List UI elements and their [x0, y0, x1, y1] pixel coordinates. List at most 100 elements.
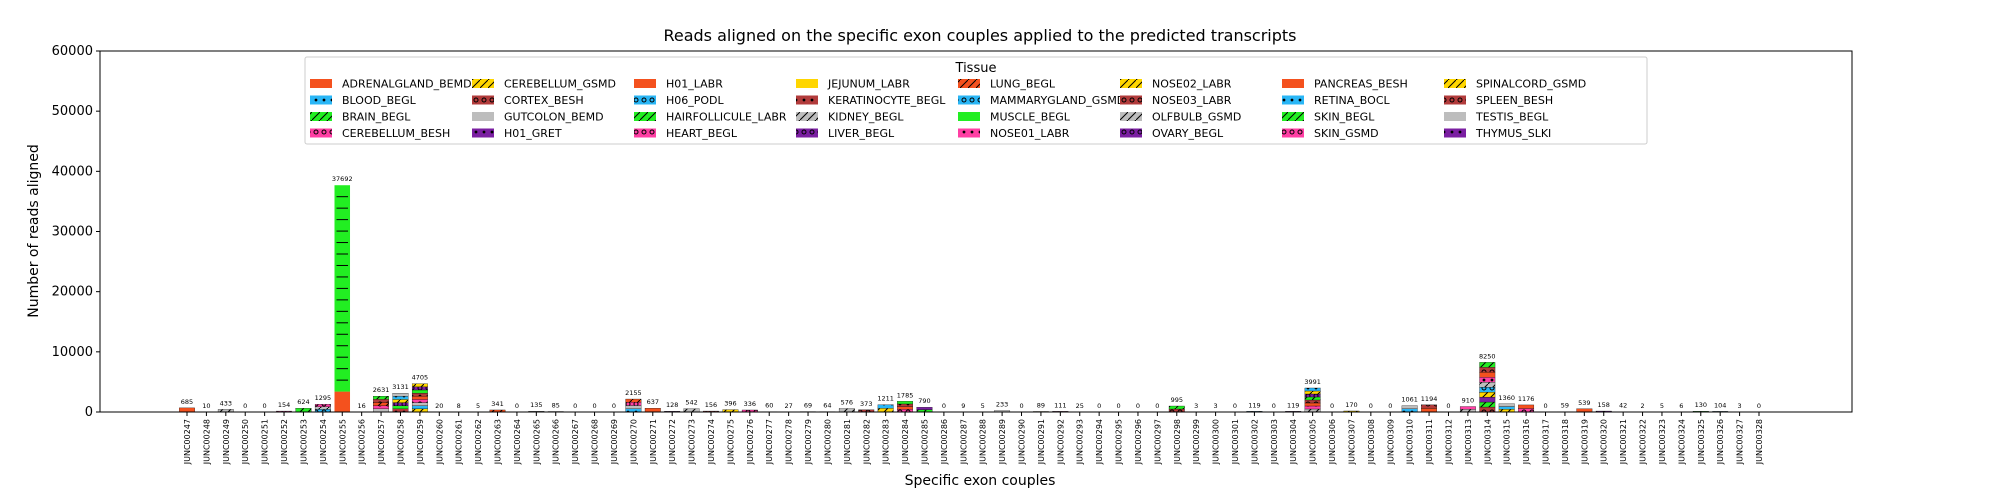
- x-tick-label: JUNC00280: [823, 419, 832, 465]
- bar-segment: [392, 405, 409, 410]
- x-tick-label: JUNC00262: [474, 419, 483, 465]
- x-tick-label: JUNC00284: [901, 419, 910, 465]
- bar-segment: [1421, 404, 1437, 409]
- bar-segment: [411, 396, 428, 400]
- bar-total-label: 20: [435, 402, 443, 410]
- legend-swatch: [958, 128, 980, 138]
- bar-total-label: 0: [1155, 402, 1159, 410]
- bar-segment: [838, 408, 855, 413]
- legend-entry: HAIRFOLLICULE_LABR: [634, 111, 787, 124]
- bar-total-label: 1785: [897, 391, 914, 399]
- bar-segment: [411, 402, 428, 406]
- legend-swatch: [1120, 112, 1142, 121]
- legend-entry: PANCREAS_BESH: [1282, 78, 1408, 91]
- bar-segment: [1498, 406, 1515, 410]
- legend-entry: OLFBULB_GSMD: [1120, 111, 1241, 124]
- bar-segment: [392, 396, 409, 400]
- bar-segment: [1479, 406, 1496, 413]
- bar-segment: [1304, 393, 1321, 398]
- legend-entry: CEREBELLUM_GSMD: [472, 78, 616, 91]
- bar-segment: [644, 408, 661, 413]
- bar-total-label: 576: [841, 399, 853, 407]
- bar-segment: [373, 396, 389, 400]
- legend-label: KERATINOCYTE_BEGL: [828, 94, 946, 107]
- x-tick-label: JUNC00275: [726, 419, 735, 465]
- bar-total-label: 0: [1116, 402, 1120, 410]
- bar-segment: [411, 383, 428, 387]
- bar-stack: [295, 408, 312, 413]
- x-tick-label: JUNC00277: [765, 419, 774, 465]
- legend-swatch: [796, 112, 818, 121]
- legend-entry: OVARY_BEGL: [1120, 127, 1224, 140]
- x-tick-label: JUNC00310: [1406, 419, 1415, 465]
- bar-stack: [1401, 405, 1418, 413]
- legend-swatch: [1282, 112, 1304, 121]
- x-tick-label: JUNC00282: [862, 419, 871, 465]
- legend-label: CORTEX_BESH: [504, 94, 584, 107]
- bar-stack: [1421, 404, 1437, 413]
- x-tick-label: JUNC00300: [1212, 419, 1221, 465]
- legend-label: H06_PODL: [666, 94, 725, 107]
- bar-segment: [373, 399, 389, 403]
- bar-total-label: 42: [1619, 402, 1627, 410]
- bar-segment: [916, 407, 933, 410]
- legend-swatch: [958, 79, 980, 88]
- bar-segment: [392, 402, 409, 406]
- bar-stack: [1518, 404, 1535, 413]
- bar-total-label: 0: [1097, 402, 1101, 410]
- x-tick-label: JUNC00304: [1289, 419, 1298, 465]
- legend-label: SPLEEN_BESH: [1476, 94, 1553, 107]
- x-tick-label: JUNC00264: [513, 419, 522, 465]
- legend-label: BLOOD_BEGL: [342, 94, 417, 107]
- x-tick-label: JUNC00254: [319, 419, 328, 465]
- x-tick-label: JUNC00327: [1736, 419, 1745, 465]
- bar-segment: [1479, 401, 1496, 408]
- bar-segment: [392, 399, 409, 403]
- bar-total-label: 16: [358, 402, 366, 410]
- x-tick-label: JUNC00273: [688, 419, 697, 465]
- bar-total-label: 8: [457, 402, 461, 410]
- x-tick-label: JUNC00259: [416, 419, 425, 465]
- bar-segment: [411, 392, 428, 397]
- x-tick-label: JUNC00251: [261, 419, 270, 465]
- legend-entry: NOSE03_LABR: [1120, 94, 1232, 107]
- legend-entry: MAMMARYGLAND_GSMD: [958, 94, 1125, 107]
- bar-segment: [1421, 408, 1437, 413]
- bar-total-label: 790: [918, 397, 930, 405]
- legend-swatch: [310, 95, 332, 105]
- bar-segment: [1479, 382, 1496, 388]
- bar-segment: [411, 386, 428, 391]
- legend-swatch: [1444, 112, 1466, 121]
- bar-total-label: 1061: [1401, 396, 1418, 404]
- y-tick-label: 60000: [52, 44, 93, 59]
- bar-stack: [916, 407, 933, 413]
- bar-total-label: 433: [220, 399, 232, 407]
- legend-label: H01_GRET: [504, 127, 562, 140]
- bar-total-label: 154: [278, 401, 290, 409]
- legend-entry: NOSE02_LABR: [1120, 78, 1232, 91]
- legend-entry: JEJUNUM_LABR: [796, 78, 910, 91]
- bar-stack: [897, 401, 913, 413]
- legend-title: Tissue: [955, 61, 997, 76]
- legend-swatch: [796, 95, 818, 105]
- bar-stack: [1498, 403, 1515, 413]
- bar-total-label: 1211: [877, 395, 894, 403]
- legend-entry: NOSE01_LABR: [958, 127, 1070, 140]
- legend-swatch: [1282, 128, 1304, 138]
- x-tick-label: JUNC00299: [1192, 419, 1201, 465]
- legend-entry: TESTIS_BEGL: [1444, 111, 1549, 124]
- bar-total-label: 111: [1054, 401, 1066, 409]
- x-tick-label: JUNC00326: [1716, 419, 1725, 465]
- bar-stack: [1304, 387, 1321, 413]
- x-tick-label: JUNC00291: [1037, 419, 1046, 465]
- bar-total-label: 2: [1640, 402, 1644, 410]
- x-tick-label: JUNC00308: [1367, 419, 1376, 465]
- legend-entry: ADRENALGLAND_BEMD: [310, 78, 472, 91]
- x-tick-label: JUNC00313: [1464, 419, 1473, 465]
- bar-total-label: 0: [573, 402, 577, 410]
- bar-total-label: 0: [243, 402, 247, 410]
- bar-segment: [625, 405, 642, 409]
- bar-total-label: 685: [181, 398, 193, 406]
